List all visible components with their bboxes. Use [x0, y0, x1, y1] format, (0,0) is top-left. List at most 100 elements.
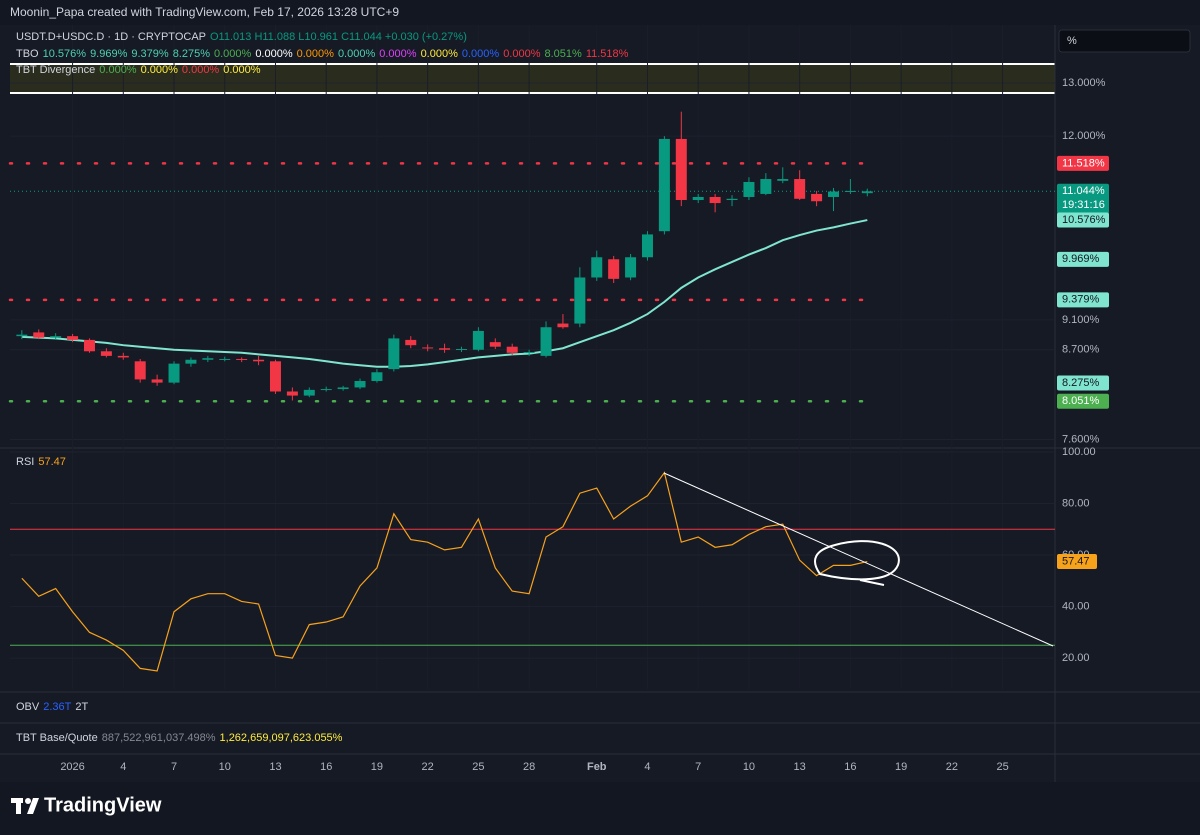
annotation-circle [814, 540, 900, 586]
x-tick-label: 25 [472, 761, 484, 773]
indicator-value: 8.275% [172, 48, 210, 60]
x-tick-label: 13 [269, 761, 281, 773]
indicator-legend: TBO 10.576% 9.969% 9.379% 8.275% 0.000% 0.000%… [16, 48, 632, 60]
candle-body [557, 323, 569, 328]
x-tick-label: 28 [523, 761, 535, 773]
indicator-value: 0.000% [420, 48, 458, 60]
indicator-legend: TBT Base/Quote 887,522,961,037.498% 1,262,… [16, 732, 346, 744]
price-badge-label: 8.051% [1062, 395, 1100, 407]
chart-bg [0, 25, 1200, 782]
indicator-name: TBO [16, 48, 39, 60]
indicator-legend: TBT Divergence 0.000% 0.000% 0.000% 0.000% [16, 64, 265, 76]
ma-line [21, 219, 868, 368]
candle-body [439, 348, 451, 350]
candle-body [827, 191, 839, 197]
indicator-value: 0.000% [181, 64, 220, 76]
x-tick-label: 10 [743, 761, 755, 773]
indicator-name: TBT Divergence [16, 64, 96, 76]
x-tick-label: 4 [120, 761, 126, 773]
candle-body [371, 372, 383, 382]
rsi-value: 57.47 [38, 456, 66, 468]
candle-body [692, 196, 704, 201]
indicator-value: 0.000% [461, 48, 500, 60]
search-text: % [1067, 35, 1077, 47]
price-badge [1057, 212, 1109, 228]
indicator-value: 2T [75, 701, 89, 713]
y-tick-label: 12.000% [1062, 130, 1106, 142]
x-tick-label: 10 [219, 761, 231, 773]
ohlc: O11.013 H11.088 L10.961 C11.044 +0.030 (… [210, 31, 467, 43]
search-box[interactable] [1058, 29, 1191, 53]
candle-body [202, 358, 214, 360]
candle-body [625, 257, 637, 278]
candle-body [844, 190, 856, 192]
indicator-value: 887,522,961,037.498% [101, 732, 216, 744]
candle-body [16, 334, 28, 337]
candle-body [726, 198, 738, 201]
price-badge-label: 8.275% [1062, 377, 1100, 389]
candle-body [67, 336, 79, 340]
x-tick-label: 19 [895, 761, 907, 773]
candle-body [811, 193, 823, 202]
y-tick-label: 100.00 [1062, 446, 1096, 458]
price-badge-label: 10.576% [1062, 214, 1106, 226]
price-badge-label: 11.044% [1062, 185, 1105, 197]
candle-body [574, 277, 586, 324]
candle-body [117, 355, 129, 358]
indicator-value: 10.576% [42, 48, 87, 60]
candle-body [33, 332, 45, 338]
candle-body [83, 339, 95, 352]
x-tick-label: 2026 [60, 761, 84, 773]
candle-body [861, 191, 873, 194]
candle-body [388, 338, 400, 370]
logo-text: TradingView [44, 794, 162, 816]
price-badge [1057, 292, 1109, 308]
candle-body [354, 381, 366, 388]
candle-body [591, 257, 603, 278]
symbol-legend: USDT.D+USDC.D · 1D · CRYPTOCAP O11.013 H1… [16, 31, 471, 43]
value-badge [1057, 554, 1097, 570]
price-badge-label: 11.518% [1062, 157, 1105, 169]
candle-body [151, 379, 163, 383]
credit: Moonin_Papa created with TradingView.com… [10, 5, 399, 19]
candle-body [760, 179, 772, 194]
indicator-value: 0.000% [140, 64, 178, 76]
x-tick-label: 13 [794, 761, 806, 773]
x-tick-label: 7 [171, 761, 177, 773]
rsi-line [21, 471, 868, 672]
candle-body [303, 389, 315, 396]
candle-body [489, 342, 501, 347]
candle-body [709, 196, 721, 204]
x-tick-label: 22 [946, 761, 958, 773]
candle-body [168, 363, 180, 383]
indicator-value: 2.36T [43, 701, 72, 713]
candle-body [658, 138, 670, 232]
candle-body [506, 346, 518, 353]
indicator-value: 0.000% [337, 48, 376, 60]
indicator-value: 11.518% [585, 48, 629, 60]
x-tick-label: 19 [371, 761, 383, 773]
price-badge-label: 9.969% [1062, 253, 1100, 265]
candle-body [743, 181, 755, 197]
plot: 13.000% 12.000% 9.100% 8.700% 7.600% 2026 4 7 10… [8, 25, 1109, 773]
x-tick-label: 16 [320, 761, 332, 773]
candle-body [219, 358, 231, 360]
candle-body [777, 179, 789, 181]
candle-body [185, 359, 197, 364]
candle-body [794, 179, 806, 199]
candle-body [641, 234, 653, 258]
price-badge-label: 9.379% [1062, 294, 1100, 306]
price-badge [1057, 155, 1109, 171]
candle-body [523, 352, 535, 354]
y-tick-label: 8.700% [1062, 344, 1100, 356]
divergence-band [10, 64, 1055, 93]
price-badge-sub: 19:31:16 [1062, 199, 1105, 211]
candle-body [50, 336, 62, 338]
candle-body [286, 391, 298, 396]
x-tick-label: 4 [644, 761, 650, 773]
indicator-legend: OBV 2.36T 2T [16, 701, 92, 713]
y-tick-label: 9.100% [1062, 314, 1100, 326]
indicator-value: 8.051% [544, 48, 582, 60]
